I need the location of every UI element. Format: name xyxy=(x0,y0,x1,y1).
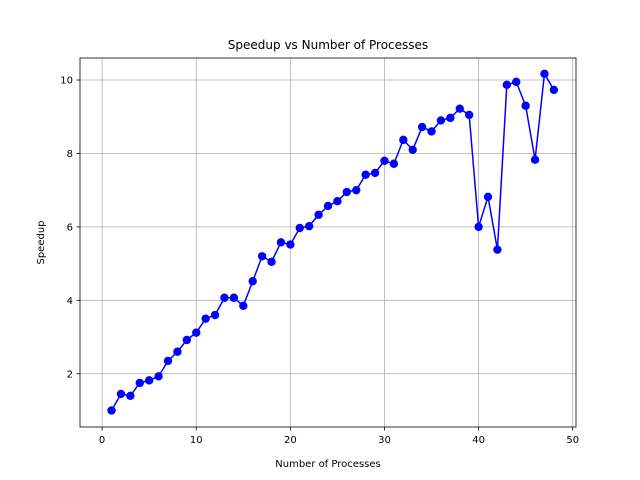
data-point xyxy=(276,238,286,247)
y-tick-label: 8 xyxy=(67,149,73,160)
data-point xyxy=(182,335,192,345)
data-point xyxy=(474,222,483,232)
data-point xyxy=(135,378,144,388)
y-tick-label: 6 xyxy=(67,222,73,233)
data-point xyxy=(257,252,267,261)
data-point xyxy=(163,356,173,366)
data-point xyxy=(549,85,559,95)
data-point xyxy=(229,293,239,302)
data-point xyxy=(314,210,323,219)
data-point xyxy=(521,101,530,110)
y-tick-label: 4 xyxy=(67,296,73,307)
data-point xyxy=(295,223,304,233)
data-point xyxy=(483,192,493,201)
y-tick-label: 10 xyxy=(60,76,73,87)
data-point xyxy=(493,245,502,254)
x-axis-label: Number of Processes xyxy=(275,459,380,470)
data-point xyxy=(210,310,220,320)
data-point xyxy=(399,135,408,145)
data-point xyxy=(361,170,370,179)
data-point xyxy=(446,113,455,123)
data-point xyxy=(427,127,436,136)
data-point xyxy=(389,159,399,168)
data-point xyxy=(286,240,295,249)
x-tick-label: 0 xyxy=(99,435,105,446)
data-point xyxy=(192,328,201,337)
data-point xyxy=(370,168,380,178)
data-point xyxy=(530,155,540,164)
data-point xyxy=(333,196,342,206)
data-point xyxy=(540,69,549,78)
data-point xyxy=(239,301,248,311)
x-tick-label: 50 xyxy=(566,435,579,446)
data-point xyxy=(126,391,135,400)
data-point xyxy=(512,77,521,87)
data-point xyxy=(323,201,333,211)
y-tick-label: 2 xyxy=(67,369,73,380)
data-point xyxy=(116,389,126,399)
data-point xyxy=(267,257,276,266)
data-point xyxy=(304,221,314,231)
data-point xyxy=(408,145,417,154)
data-point xyxy=(144,376,154,385)
plot-frame xyxy=(79,57,577,428)
data-point xyxy=(201,314,210,323)
data-point xyxy=(248,277,257,286)
chart-title: Speedup vs Number of Processes xyxy=(228,38,428,52)
x-tick-label: 40 xyxy=(472,435,485,446)
data-point xyxy=(380,156,389,166)
data-point xyxy=(352,185,361,195)
data-point xyxy=(464,110,474,120)
data-point xyxy=(436,116,446,125)
series-layer xyxy=(107,69,559,415)
x-tick-label: 20 xyxy=(284,435,297,446)
data-point xyxy=(173,347,182,356)
ticks: 0 10 20 30 40 50 2 4 6 8 10 xyxy=(60,76,579,446)
data-point xyxy=(154,372,163,381)
data-point xyxy=(417,122,427,132)
data-point xyxy=(455,104,464,113)
x-tick-label: 30 xyxy=(378,435,391,446)
data-point xyxy=(502,80,512,90)
data-point xyxy=(220,293,229,302)
data-point xyxy=(342,187,352,197)
data-point xyxy=(107,406,116,415)
x-tick-label: 10 xyxy=(190,435,203,446)
y-axis-label: Speedup xyxy=(36,220,47,264)
